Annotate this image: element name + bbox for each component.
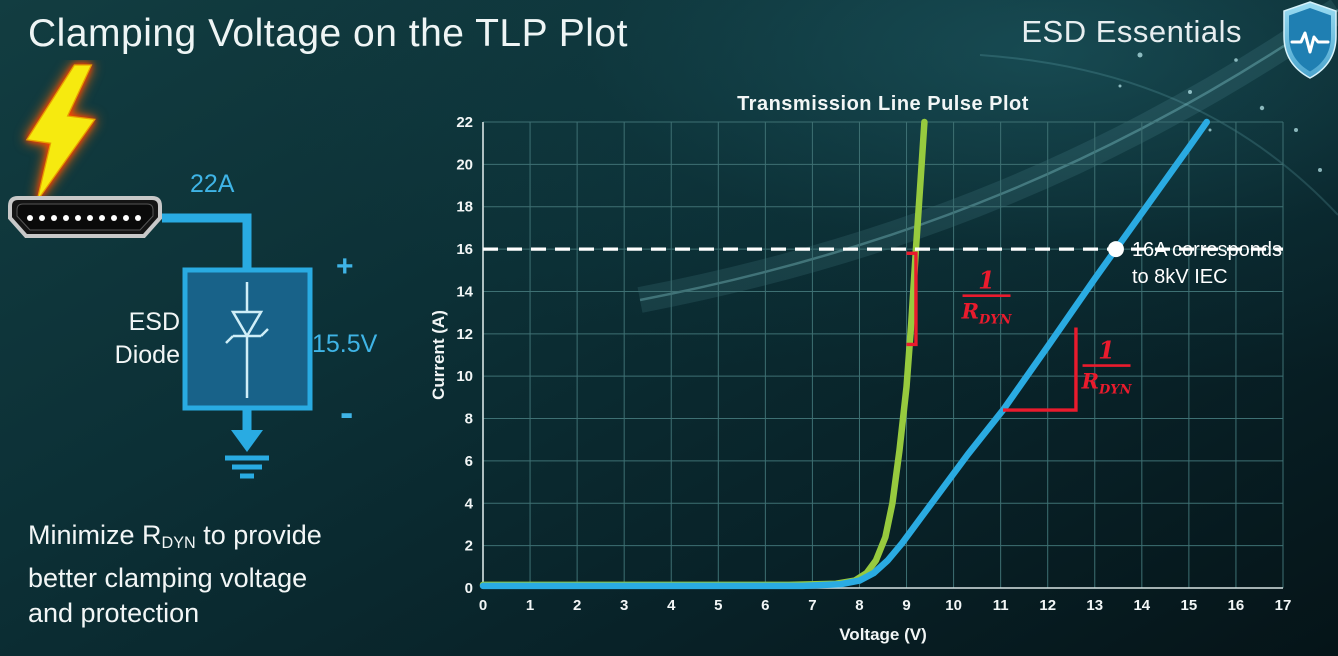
esd-circuit-diagram [8,64,313,479]
x-tick-label: 16 [1228,597,1245,614]
x-tick-label: 0 [479,597,487,614]
x-tick-label: 3 [620,597,628,614]
y-tick-label: 2 [465,538,473,555]
y-tick-label: 6 [465,453,473,470]
x-tick-label: 5 [714,597,722,614]
minus-label: - [340,391,354,435]
x-tick-label: 15 [1181,597,1198,614]
fraction-numerator: 1 [1098,336,1115,365]
fraction-numerator: 1 [978,266,995,295]
x-tick-label: 13 [1086,597,1103,614]
takeaway-note: Minimize RDYN to provide better clamping… [28,518,322,631]
fraction-denominator: RDYN [961,299,1013,328]
x-tick-label: 1 [526,597,534,614]
marker-label-line2: to 8kV IEC [1132,266,1228,288]
x-tick-label: 11 [993,597,1009,614]
clamp-voltage-label: 15.5V [312,330,378,358]
iec-marker-dot [1107,241,1124,258]
brand-title: ESD Essentials [1021,14,1242,49]
x-axis-label: Voltage (V) [839,625,927,644]
component-label-line1: ESD [128,308,180,336]
page-title: Clamping Voltage on the TLP Plot [28,12,628,55]
pulse-icon [1290,31,1330,54]
y-tick-label: 22 [456,114,473,131]
x-tick-label: 4 [667,597,676,614]
x-tick-label: 9 [902,597,910,614]
hdmi-connector-icon [8,196,162,238]
zener-diode-symbol [225,282,269,398]
y-axis-label: Current (A) [430,310,448,400]
higher-rdyn-blue-curve [479,118,1211,590]
slope-annotation-1: 1 RDYN [906,251,1013,347]
note-line-3: and protection [28,598,200,629]
x-tick-label: 17 [1275,597,1292,614]
y-tick-label: 0 [465,580,473,597]
grid [482,121,1284,589]
marker-label-line1: 16A corresponds [1132,239,1282,261]
y-tick-label: 16 [456,241,473,258]
surge-current-label: 22A [190,170,235,198]
x-tick-label: 10 [945,597,962,614]
connector-pins [27,215,141,221]
current-arrow-icon [231,430,263,452]
y-tick-label: 20 [456,156,473,173]
component-label: ESD Diode [88,306,180,372]
y-tick-label: 10 [456,368,473,385]
x-tick-label: 8 [855,597,863,614]
rdyn-subscript: DYN [161,534,196,553]
y-tick-label: 14 [456,283,473,300]
slope-annotation-2: 1 RDYN [1003,327,1133,412]
y-tick-label: 4 [465,495,474,512]
fraction-denominator: RDYN [1081,369,1133,398]
x-tick-label: 7 [808,597,816,614]
x-tick-label: 6 [761,597,769,614]
wire [162,213,252,272]
x-tick-label: 12 [1039,597,1056,614]
y-tick-label: 12 [456,326,473,343]
esd-shield-icon [1283,1,1337,79]
low-rdyn-green-curve [479,118,928,589]
note-line-2: better clamping voltage [28,563,308,594]
y-tick-label: 18 [456,199,473,216]
x-tick-label: 2 [573,597,581,614]
note-line-1: Minimize RDYN to provide [28,520,322,553]
lightning-icon [25,64,96,202]
ground-symbol-icon [225,455,269,479]
y-tick-label: 8 [465,411,473,428]
shield-inner [1289,8,1331,72]
component-label-line2: Diode [114,341,180,369]
chart-title: Transmission Line Pulse Plot [737,93,1029,115]
plus-label: + [336,250,354,283]
x-tick-label: 14 [1133,597,1150,614]
